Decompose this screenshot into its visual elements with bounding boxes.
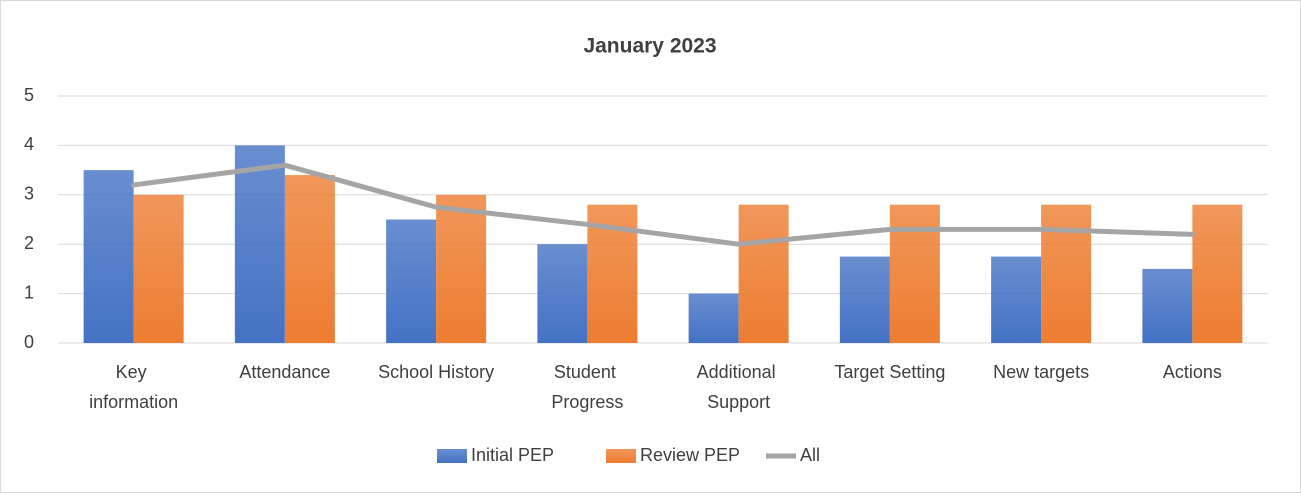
bar bbox=[386, 219, 437, 343]
x-tick-label: Target Setting bbox=[834, 362, 945, 382]
bar bbox=[234, 145, 285, 343]
x-tick-label: Student Progress bbox=[551, 362, 623, 412]
bar bbox=[991, 256, 1042, 343]
line-series bbox=[131, 162, 1195, 247]
legend-swatch bbox=[437, 449, 467, 463]
y-tick-label: 0 bbox=[24, 332, 34, 352]
legend-swatch bbox=[606, 449, 636, 463]
bar bbox=[738, 204, 789, 343]
y-tick-label: 5 bbox=[24, 85, 34, 105]
x-tick-label: New targets bbox=[993, 362, 1089, 382]
bar bbox=[83, 170, 134, 343]
y-tick-label: 3 bbox=[24, 184, 34, 204]
bar bbox=[889, 204, 940, 343]
legend-label: Initial PEP bbox=[471, 445, 554, 465]
x-tick-label: Attendance bbox=[239, 362, 330, 382]
bar bbox=[688, 293, 739, 343]
bar bbox=[284, 175, 335, 343]
bar bbox=[133, 194, 184, 343]
y-tick-label: 4 bbox=[24, 134, 34, 154]
y-tick-label: 2 bbox=[24, 233, 34, 253]
x-tick-label: Additional Support bbox=[697, 362, 781, 412]
chart-title: January 2023 bbox=[583, 35, 716, 58]
x-tick-label: Key information bbox=[89, 362, 178, 412]
x-tick-label: School History bbox=[378, 362, 494, 382]
legend-label: All bbox=[800, 445, 820, 465]
legend-label: Review PEP bbox=[640, 445, 740, 465]
y-tick-label: 1 bbox=[24, 282, 34, 302]
bar bbox=[1192, 204, 1243, 343]
x-tick-label: Actions bbox=[1163, 362, 1222, 382]
bar bbox=[1041, 204, 1092, 343]
bar bbox=[436, 194, 487, 343]
bar bbox=[537, 244, 588, 343]
bar bbox=[839, 256, 890, 343]
bar bbox=[1142, 268, 1193, 343]
